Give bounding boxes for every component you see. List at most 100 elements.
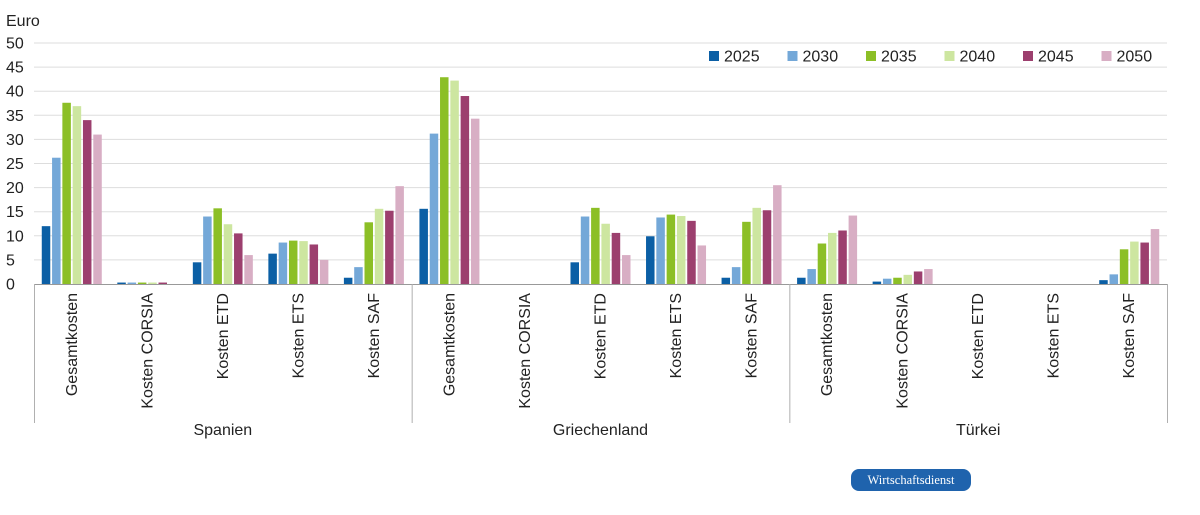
y-tick-label: 0 <box>6 277 15 294</box>
category-label: Kosten ETS <box>668 293 685 378</box>
bar <box>872 281 882 284</box>
category-label: Gesamtkosten <box>64 293 81 396</box>
bar <box>721 277 731 284</box>
bar <box>440 77 449 284</box>
bar <box>622 255 631 284</box>
legend-label: 2035 <box>881 49 917 66</box>
bar <box>450 80 459 284</box>
bar <box>1119 249 1129 284</box>
bar <box>731 267 741 284</box>
category-label: Kosten ETD <box>593 293 610 379</box>
legend-label: 2050 <box>1117 49 1153 66</box>
legend-label: 2025 <box>724 49 760 66</box>
bar <box>234 233 243 284</box>
bar <box>838 230 847 284</box>
bar <box>148 282 157 284</box>
bar <box>354 267 363 284</box>
bar <box>299 241 308 284</box>
bar <box>223 224 233 284</box>
bar <box>848 215 858 284</box>
wirtschaftsdienst-badge: Wirtschaftsdienst <box>851 469 971 491</box>
bar <box>158 282 167 284</box>
legend-label: 2040 <box>960 49 996 66</box>
y-tick-label: 35 <box>6 108 24 125</box>
bar <box>1130 241 1139 284</box>
legend-label: 2045 <box>1038 49 1074 66</box>
bar <box>192 262 202 284</box>
bar <box>203 216 212 284</box>
y-tick-label: 10 <box>6 228 24 245</box>
bar <box>374 208 384 284</box>
legend-swatch <box>709 51 719 61</box>
bar <box>93 134 102 284</box>
y-tick-label: 5 <box>6 252 15 269</box>
bar <box>278 242 288 284</box>
y-tick-label: 15 <box>6 204 24 221</box>
bar <box>807 269 816 284</box>
category-label: Kosten ETS <box>1046 293 1063 378</box>
y-tick-label: 40 <box>6 84 24 101</box>
bar <box>601 223 610 284</box>
bar <box>309 244 319 284</box>
category-label: Gesamtkosten <box>441 293 458 396</box>
bar <box>137 282 147 284</box>
bar <box>419 208 428 284</box>
legend-swatch <box>1023 51 1033 61</box>
category-label: Kosten SAF <box>366 293 383 379</box>
bar <box>1109 274 1119 284</box>
bar <box>913 271 923 284</box>
bar <box>797 277 806 284</box>
bar <box>470 118 480 284</box>
bar <box>687 220 696 284</box>
group-label: Griechenland <box>553 422 648 439</box>
legend-swatch <box>866 51 876 61</box>
bar <box>52 157 61 284</box>
bar <box>580 216 590 284</box>
y-axis-label: Euro <box>6 13 40 30</box>
bar <box>762 210 772 284</box>
y-tick-label: 20 <box>6 180 24 197</box>
legend-swatch <box>1101 51 1112 61</box>
bar <box>82 120 92 285</box>
bar <box>676 216 686 284</box>
bar <box>903 274 913 284</box>
legend-swatch <box>787 51 798 61</box>
bar <box>429 133 439 284</box>
category-label: Kosten ETD <box>970 293 987 379</box>
bar <box>742 221 751 284</box>
bar <box>666 214 676 284</box>
category-label: Kosten SAF <box>1121 293 1138 379</box>
y-tick-label: 45 <box>6 60 24 77</box>
category-label: Kosten ETD <box>215 293 232 379</box>
bar <box>117 282 126 284</box>
bar <box>817 243 827 284</box>
bar <box>828 232 837 284</box>
bar <box>268 253 277 284</box>
bar <box>460 96 470 285</box>
category-label: Kosten CORSIA <box>517 293 534 409</box>
bar <box>1099 280 1108 284</box>
bar <box>343 277 353 284</box>
bar <box>385 210 394 284</box>
category-label: Gesamtkosten <box>819 293 836 396</box>
bar <box>611 232 621 284</box>
bar <box>591 207 600 284</box>
bar <box>62 102 71 284</box>
group-label: Türkei <box>956 422 1000 439</box>
bar <box>41 226 51 284</box>
legend-label: 2030 <box>803 49 839 66</box>
bar <box>773 185 782 284</box>
bar <box>127 282 137 284</box>
y-tick-label: 50 <box>6 36 24 53</box>
bar <box>319 259 329 284</box>
y-tick-label: 30 <box>6 132 24 149</box>
bar <box>1150 229 1160 284</box>
group-label: Spanien <box>193 422 252 439</box>
bar <box>646 236 655 284</box>
y-tick-label: 25 <box>6 156 24 173</box>
bar <box>752 207 761 284</box>
bar <box>288 240 298 284</box>
category-label: Kosten CORSIA <box>139 293 156 409</box>
bar <box>72 106 82 284</box>
